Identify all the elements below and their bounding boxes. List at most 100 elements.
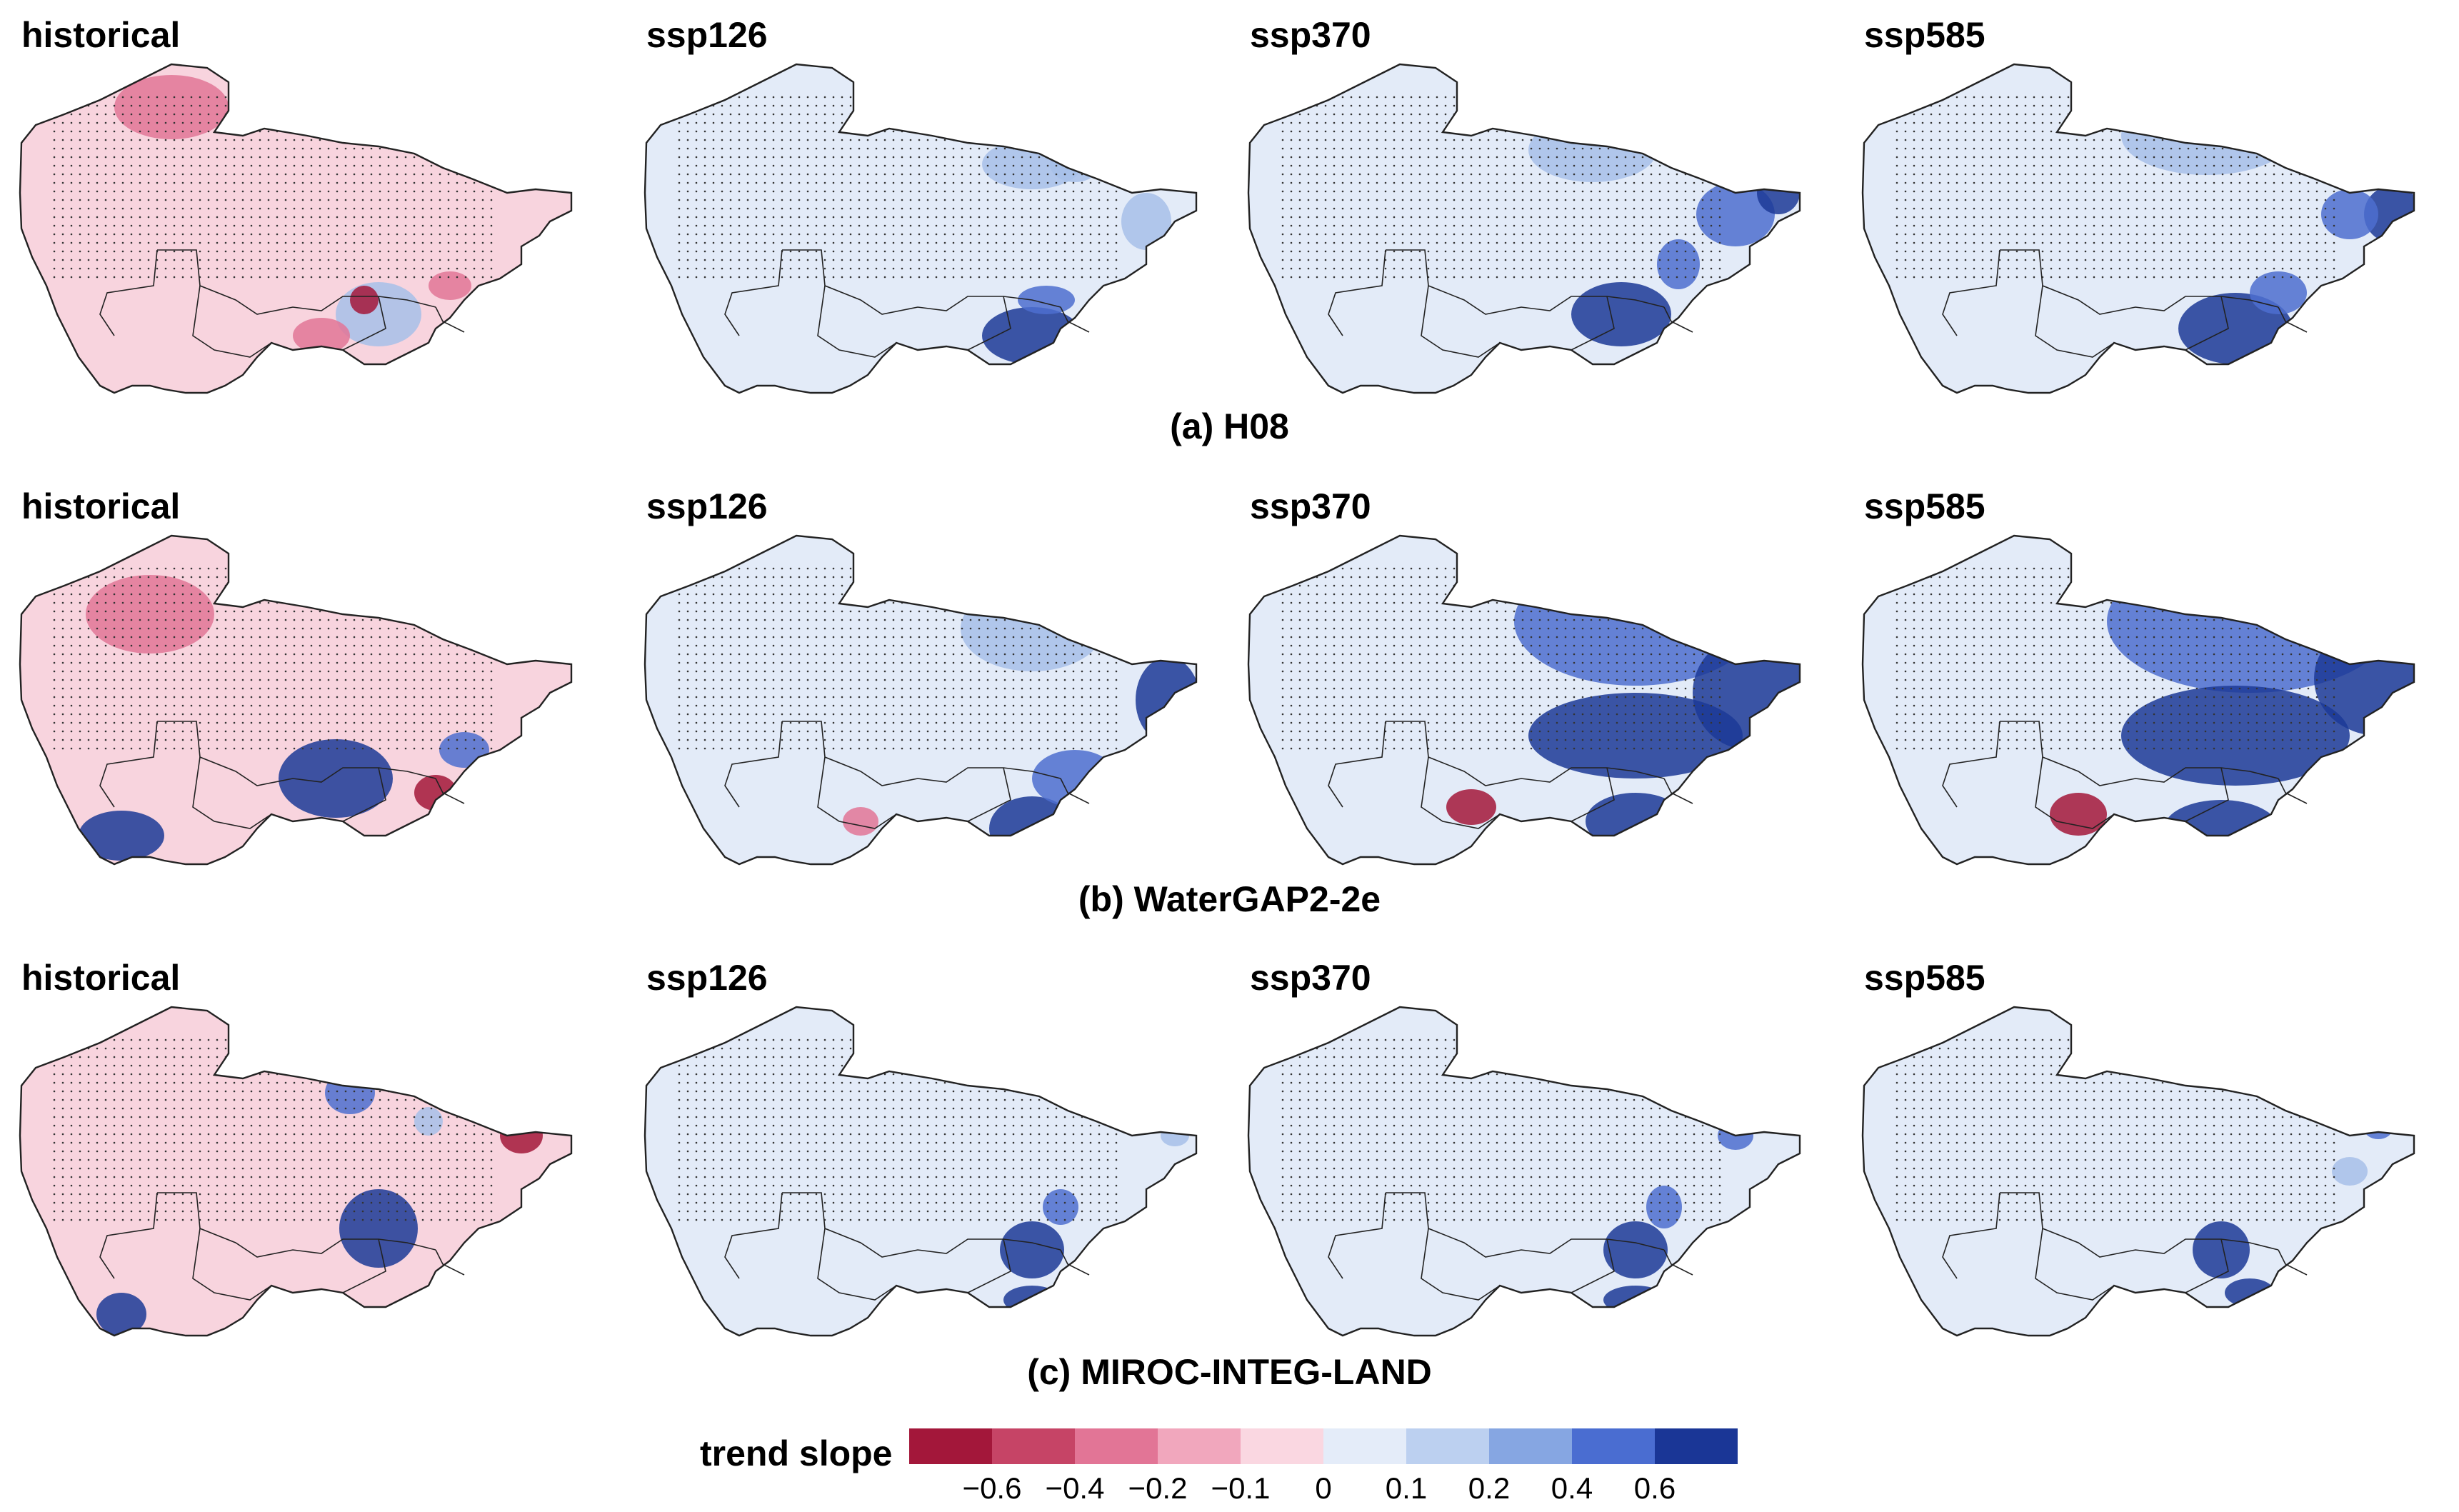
country-border [1386, 1192, 1665, 1258]
colorbar-tick: −0.1 [1211, 1471, 1271, 1505]
panel-ssp370: ssp370 [1228, 943, 1843, 1371]
region-outline [1247, 1006, 1801, 1337]
map-group [1861, 63, 2415, 394]
panel-title: ssp126 [646, 15, 768, 55]
map-svg [1247, 534, 1801, 866]
colorbar-swatch [992, 1428, 1075, 1464]
colorbar-tick: −0.6 [962, 1471, 1022, 1505]
country-border [157, 249, 436, 315]
country-border [1571, 1238, 1615, 1293]
trend-patch [1603, 1221, 1668, 1278]
trend-patch [1000, 1221, 1064, 1278]
map-svg [1861, 534, 2415, 866]
region-outline [1861, 63, 2415, 394]
colorbar-swatch [1323, 1428, 1406, 1464]
colorbar-svg [909, 1428, 1738, 1464]
panel-title: ssp585 [1864, 958, 1985, 998]
country-border [2185, 767, 2229, 822]
region-outline [1247, 534, 1801, 866]
colorbar-swatch [1406, 1428, 1489, 1464]
significance-stipple [1893, 1036, 2335, 1221]
region-outline [19, 534, 573, 866]
country-border [1328, 1192, 1386, 1279]
country-border [2278, 306, 2308, 333]
country-border [782, 249, 1061, 315]
trend-patch [79, 811, 164, 861]
map-svg [643, 534, 1198, 866]
map-group [1247, 63, 1801, 394]
country-border [782, 721, 1061, 786]
country-border [1060, 1249, 1090, 1276]
country-border [1942, 721, 2000, 808]
country-border [157, 721, 436, 786]
trend-patch [2225, 1278, 2275, 1307]
country-border [192, 756, 272, 829]
country-border [1421, 1228, 1501, 1301]
country-border [1571, 767, 1615, 822]
significance-stipple [675, 1036, 1118, 1221]
row-h08: historical ssp126 ssp370 ssp585 [0, 0, 2459, 443]
colorbar-tick: 0.2 [1468, 1471, 1511, 1505]
map-svg [1861, 1006, 2415, 1337]
panel-ssp126: ssp126 [625, 471, 1239, 900]
significance-stipple [1893, 93, 2335, 279]
map-svg [1861, 63, 2415, 394]
row-caption-h08: (a) H08 [1170, 406, 1289, 446]
country-border [2185, 1238, 2229, 1293]
country-border [817, 285, 897, 358]
country-border [1386, 721, 1665, 786]
country-border [1663, 778, 1693, 804]
row-watergap: historical ssp126 ssp370 ssp585 [0, 471, 2459, 914]
map-group [643, 534, 1198, 866]
panel-ssp370: ssp370 [1228, 0, 1843, 429]
country-border [1328, 249, 1386, 336]
trend-patch [1161, 1125, 1189, 1146]
region-outline [1247, 63, 1801, 394]
trend-patch [1603, 1286, 1668, 1314]
country-border [724, 1192, 783, 1279]
panel-title: ssp126 [646, 486, 768, 526]
country-border [99, 1192, 158, 1279]
trend-patch [1121, 193, 1171, 250]
map-group [1247, 534, 1801, 866]
panel-historical: historical [0, 471, 614, 900]
country-border [2278, 1249, 2308, 1276]
significance-stipple [1278, 93, 1721, 279]
region-outline [19, 1006, 573, 1337]
trend-patch [279, 739, 393, 818]
country-border [817, 756, 897, 829]
trend-patch [2050, 793, 2107, 836]
panel-ssp585: ssp585 [1843, 471, 2457, 900]
trend-patch [1136, 657, 1196, 743]
region-outline [1861, 534, 2415, 866]
country-border [435, 306, 465, 333]
map-svg [1247, 1006, 1801, 1337]
significance-stipple [1278, 564, 1721, 750]
trend-patch [989, 796, 1075, 861]
colorbar-legend: trend slope −0.6 −0.4 −0.2 −0.1 0 0.1 0.… [686, 1421, 1771, 1512]
trend-patch [96, 1293, 146, 1336]
country-border [2000, 1192, 2279, 1258]
trend-patch [1018, 286, 1075, 314]
colorbar-swatch [1655, 1428, 1738, 1464]
panel-title: ssp126 [646, 958, 768, 998]
row-caption-watergap: (b) WaterGAP2-2e [1078, 879, 1381, 919]
map-group [19, 534, 573, 866]
country-border [435, 778, 465, 804]
country-border [1942, 1192, 2000, 1279]
map-svg [19, 63, 573, 394]
country-border [1942, 249, 2000, 336]
map-group [1861, 1006, 2415, 1337]
country-border [1663, 1249, 1693, 1276]
significance-stipple [675, 564, 1118, 750]
panel-title: historical [21, 15, 181, 55]
row-miroc: historical ssp126 ssp370 ssp585 [0, 943, 2459, 1386]
country-border [99, 721, 158, 808]
colorbar-tick: −0.4 [1045, 1471, 1105, 1505]
significance-stipple [1893, 564, 2335, 750]
region-outline [643, 1006, 1198, 1337]
panel-ssp585: ssp585 [1843, 943, 2457, 1371]
country-border [1571, 296, 1615, 351]
colorbar-label: trend slope [700, 1433, 893, 1473]
